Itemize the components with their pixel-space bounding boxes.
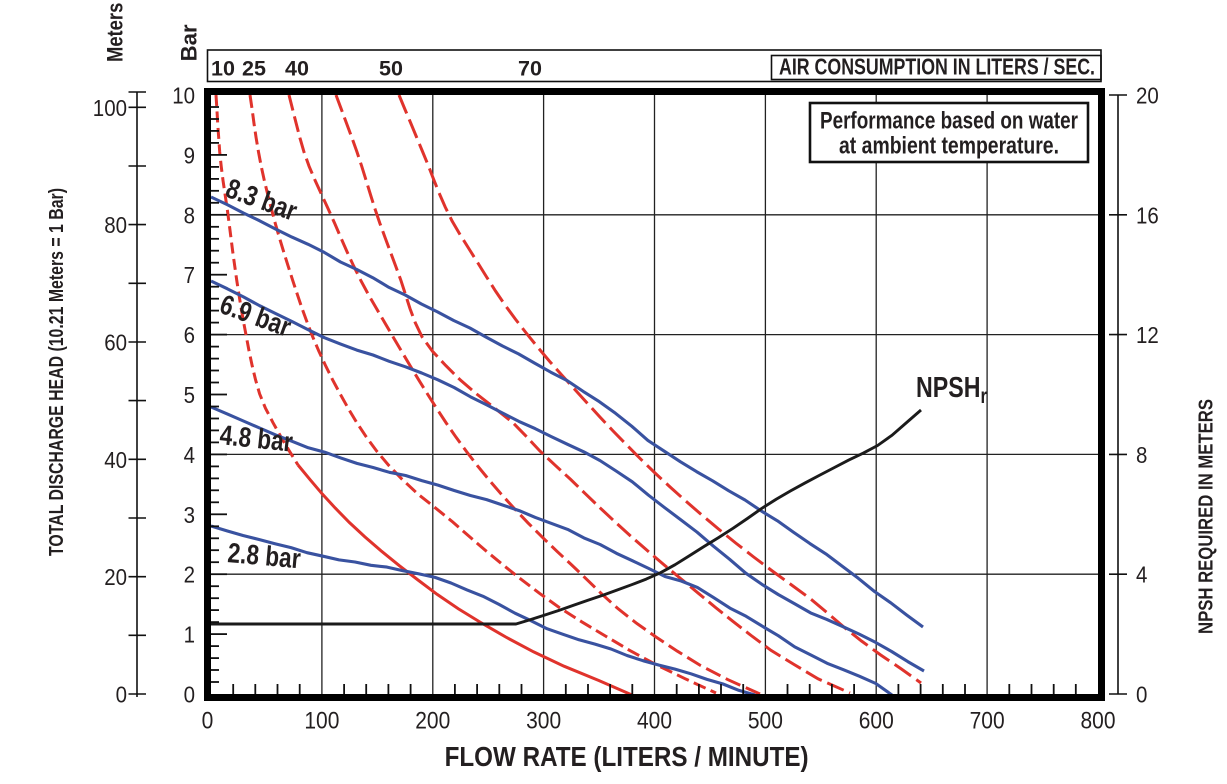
svg-text:at ambient temperature.: at ambient temperature. bbox=[839, 133, 1059, 160]
svg-text:1: 1 bbox=[184, 622, 195, 648]
svg-text:TOTAL DISCHARGE HEAD (10.21 Me: TOTAL DISCHARGE HEAD (10.21 Meters = 1 B… bbox=[45, 188, 68, 556]
svg-text:16: 16 bbox=[1136, 202, 1159, 228]
svg-text:800: 800 bbox=[1081, 708, 1116, 735]
svg-text:100: 100 bbox=[304, 708, 339, 735]
svg-text:0: 0 bbox=[1136, 682, 1147, 708]
svg-text:100: 100 bbox=[93, 95, 127, 121]
svg-text:40: 40 bbox=[104, 447, 127, 473]
svg-text:NPSHr: NPSHr bbox=[916, 372, 987, 408]
svg-text:12: 12 bbox=[1136, 322, 1159, 348]
svg-text:20: 20 bbox=[1136, 83, 1159, 109]
svg-text:80: 80 bbox=[104, 212, 127, 238]
svg-text:20: 20 bbox=[104, 564, 127, 590]
svg-text:8: 8 bbox=[184, 202, 195, 228]
svg-text:8: 8 bbox=[1136, 442, 1147, 468]
svg-text:500: 500 bbox=[748, 708, 783, 735]
svg-text:0: 0 bbox=[116, 682, 127, 708]
svg-text:4.8 bar: 4.8 bar bbox=[218, 419, 294, 457]
svg-text:4: 4 bbox=[184, 442, 195, 468]
svg-text:AIR CONSUMPTION IN LITERS / SE: AIR CONSUMPTION IN LITERS / SEC. bbox=[779, 54, 1095, 80]
svg-text:0: 0 bbox=[202, 708, 214, 735]
svg-text:200: 200 bbox=[415, 708, 450, 735]
svg-text:600: 600 bbox=[859, 708, 894, 735]
svg-text:2: 2 bbox=[184, 562, 195, 588]
svg-text:70: 70 bbox=[518, 57, 542, 81]
svg-text:9: 9 bbox=[184, 142, 195, 168]
svg-text:2.8 bar: 2.8 bar bbox=[226, 537, 302, 574]
svg-text:300: 300 bbox=[526, 708, 561, 735]
svg-text:7: 7 bbox=[184, 262, 195, 288]
svg-text:25: 25 bbox=[242, 57, 266, 81]
svg-text:10: 10 bbox=[172, 83, 195, 109]
svg-text:6: 6 bbox=[184, 322, 195, 348]
svg-text:10: 10 bbox=[211, 57, 235, 81]
svg-text:400: 400 bbox=[637, 708, 672, 735]
svg-text:Meters: Meters bbox=[102, 3, 127, 62]
svg-text:3: 3 bbox=[184, 502, 195, 528]
svg-text:Bar: Bar bbox=[177, 24, 202, 61]
svg-text:NPSH REQUIRED IN METERS: NPSH REQUIRED IN METERS bbox=[1196, 399, 1218, 634]
svg-text:50: 50 bbox=[379, 57, 403, 81]
svg-text:4: 4 bbox=[1136, 562, 1147, 588]
svg-text:700: 700 bbox=[970, 708, 1005, 735]
svg-text:60: 60 bbox=[104, 329, 127, 355]
svg-text:Performance based on water: Performance based on water bbox=[820, 108, 1078, 135]
svg-text:40: 40 bbox=[285, 57, 309, 81]
svg-text:5: 5 bbox=[184, 382, 195, 408]
svg-text:0: 0 bbox=[184, 682, 195, 708]
svg-text:FLOW RATE (LITERS / MINUTE): FLOW RATE (LITERS / MINUTE) bbox=[445, 741, 809, 772]
